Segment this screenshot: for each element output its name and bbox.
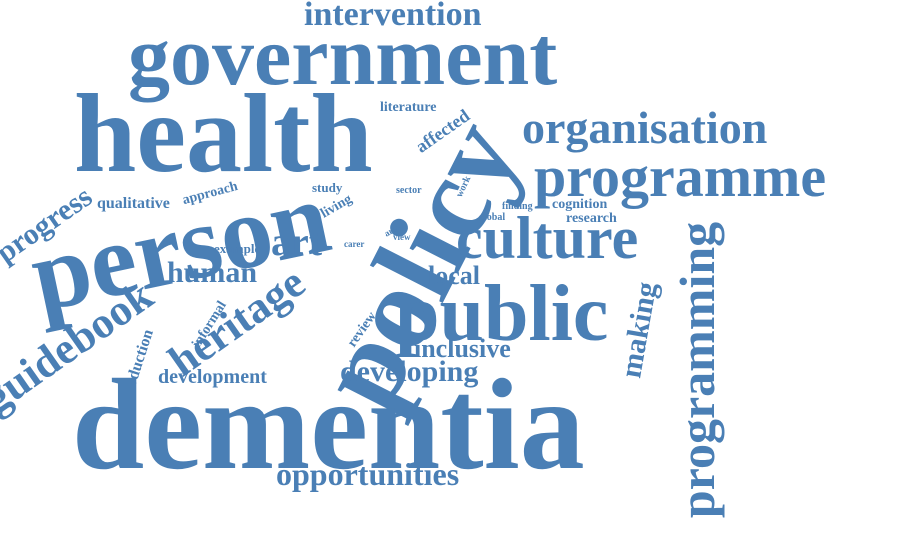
word-dementia: dementia xyxy=(72,353,585,497)
word-finding: finding xyxy=(502,201,533,212)
word-public: public xyxy=(395,270,609,358)
word-living: living xyxy=(318,191,355,222)
word-research: research xyxy=(566,211,617,226)
word-development: development xyxy=(158,366,267,388)
word-literature: literature xyxy=(380,100,437,115)
word-inclusive: inclusive xyxy=(414,334,511,363)
word-cognition: cognition xyxy=(552,197,608,212)
word-making: making xyxy=(614,279,664,381)
word-intervention: intervention xyxy=(304,0,482,33)
word-sector: sector xyxy=(396,185,422,196)
word-culture: culture xyxy=(456,205,639,271)
word-example: example xyxy=(214,241,261,256)
word-global: global xyxy=(479,212,506,223)
word-health: health xyxy=(74,72,373,196)
word-qualitative: qualitative xyxy=(97,195,170,212)
word-programming: programming xyxy=(669,221,726,519)
word-local: local xyxy=(428,261,480,290)
word-opportunities: opportunities xyxy=(276,456,460,492)
word-carer: carer xyxy=(344,239,365,249)
word-government: government xyxy=(128,10,558,103)
word-art: art xyxy=(271,219,323,264)
word-developing: developing xyxy=(340,355,479,388)
word-organisation: organisation xyxy=(522,102,768,153)
word-programme: programme xyxy=(534,144,827,209)
word-study: study xyxy=(312,180,343,195)
word-human: human xyxy=(167,256,258,289)
word-view: view xyxy=(393,232,411,242)
